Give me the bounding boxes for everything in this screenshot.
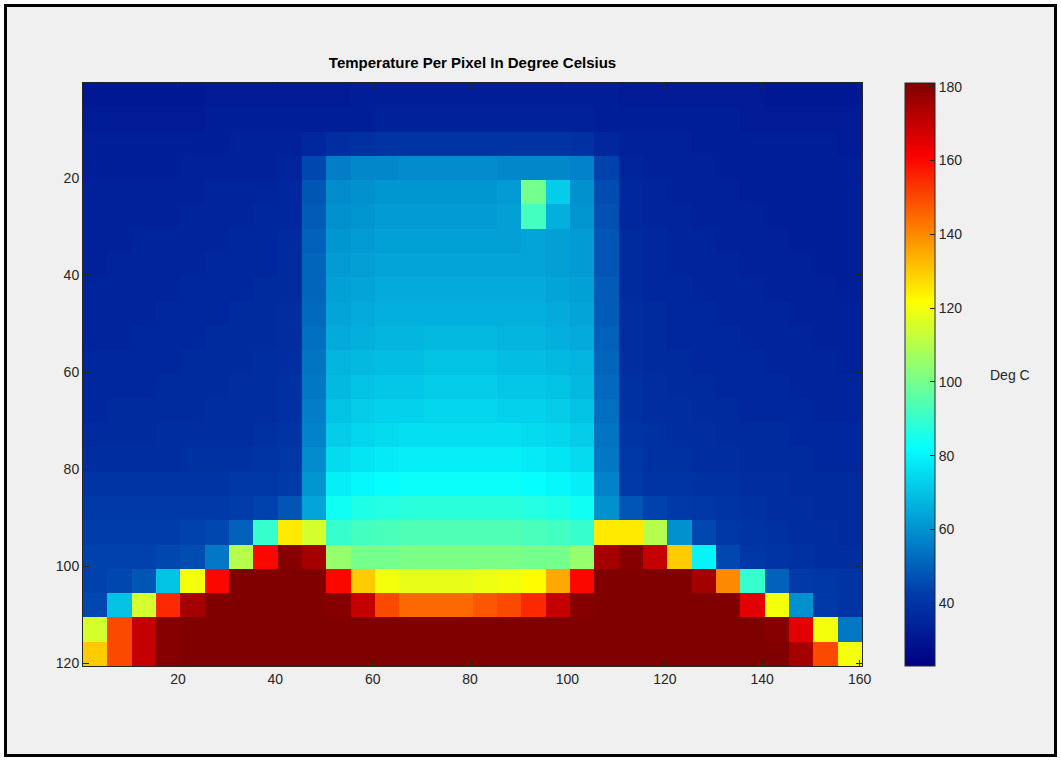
svg-text:120: 120 — [939, 300, 963, 316]
svg-text:120: 120 — [653, 671, 677, 687]
svg-text:80: 80 — [939, 448, 955, 464]
svg-text:140: 140 — [751, 671, 775, 687]
svg-text:160: 160 — [848, 671, 872, 687]
svg-text:160: 160 — [939, 152, 963, 168]
svg-text:120: 120 — [56, 655, 80, 671]
svg-text:60: 60 — [64, 364, 80, 380]
svg-text:100: 100 — [56, 558, 80, 574]
svg-text:80: 80 — [64, 461, 80, 477]
svg-text:80: 80 — [462, 671, 478, 687]
svg-text:100: 100 — [556, 671, 580, 687]
svg-text:20: 20 — [64, 170, 80, 186]
svg-text:40: 40 — [268, 671, 284, 687]
svg-text:20: 20 — [170, 671, 186, 687]
svg-text:Deg C: Deg C — [990, 367, 1030, 383]
svg-text:60: 60 — [365, 671, 381, 687]
svg-text:140: 140 — [939, 226, 963, 242]
svg-text:Temperature Per Pixel In Degre: Temperature Per Pixel In Degree Celsius — [329, 54, 616, 71]
svg-text:60: 60 — [939, 521, 955, 537]
svg-text:40: 40 — [939, 595, 955, 611]
svg-text:100: 100 — [939, 374, 963, 390]
svg-text:40: 40 — [64, 267, 80, 283]
svg-text:180: 180 — [939, 79, 963, 95]
